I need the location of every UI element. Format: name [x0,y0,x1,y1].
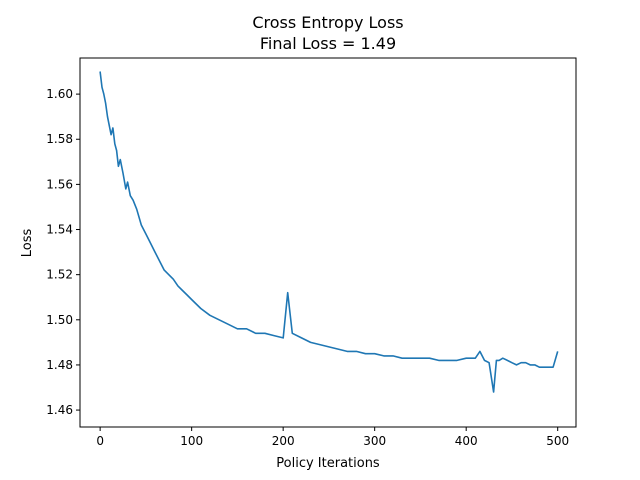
x-tick-label: 100 [180,434,203,448]
x-tick-label: 400 [455,434,478,448]
y-tick-label: 1.56 [46,177,73,191]
chart-title: Cross Entropy Loss [252,13,403,32]
x-axis-label: Policy Iterations [276,456,380,471]
y-tick-label: 1.54 [46,223,73,237]
loss-series-line [99,71,559,393]
y-tick-label: 1.46 [46,403,73,417]
plot-frame [79,57,577,428]
x-axis-ticks: 0 100 200 300 400 500 [96,427,569,448]
x-tick-label: 300 [363,434,386,448]
x-tick-label: 0 [96,434,104,448]
y-tick-label: 1.52 [46,268,73,282]
y-tick-label: 1.60 [46,87,73,101]
y-axis-label: Loss [20,229,35,258]
y-axis-ticks: 1.46 1.48 1.50 1.52 1.54 1.56 1.58 1.60 [46,87,80,417]
chart-subtitle: Final Loss = 1.49 [260,34,396,53]
x-tick-label: 200 [272,434,295,448]
y-tick-label: 1.48 [46,358,73,372]
plot-area [79,57,577,428]
x-tick-label: 500 [546,434,569,448]
y-tick-label: 1.50 [46,313,73,327]
y-tick-label: 1.58 [46,132,73,146]
